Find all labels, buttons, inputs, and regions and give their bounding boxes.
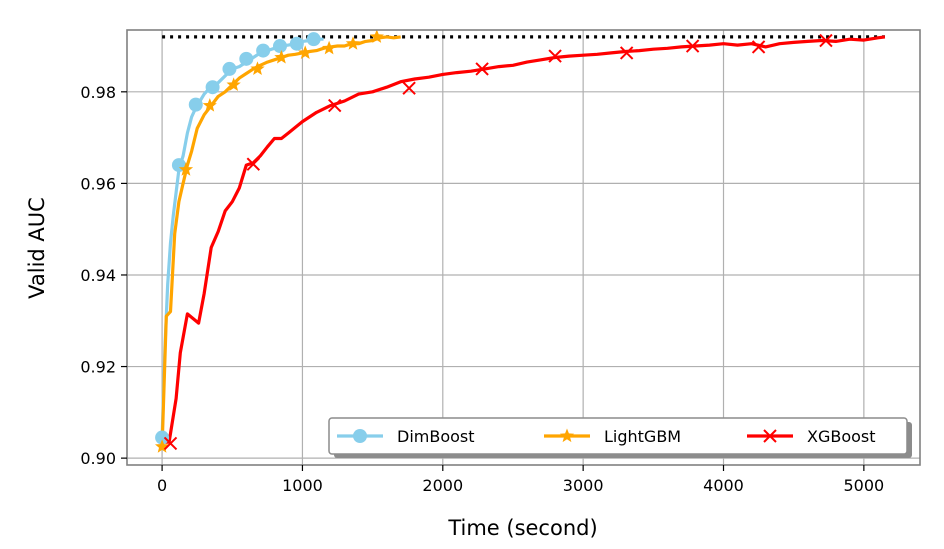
plot-frame <box>126 29 921 466</box>
plot-background <box>127 30 920 465</box>
x-axis-label: Time (second) <box>447 516 597 540</box>
data-point-xgboost <box>475 62 489 76</box>
y-axis-label: Valid AUC <box>25 197 49 299</box>
data-point-lightgbm <box>274 50 289 64</box>
data-point-lightgbm <box>226 77 241 91</box>
y-tick-label: 0.98 <box>80 83 116 102</box>
data-point-xgboost <box>619 46 634 60</box>
series-line-xgboost <box>162 35 886 444</box>
data-point-dimboost <box>188 97 203 112</box>
x-tick-label: 1000 <box>282 476 323 495</box>
x-tick-label: 5000 <box>843 476 884 495</box>
data-point-dimboost <box>205 80 220 95</box>
y-axis-ticks: 0.90 0.92 0.94 0.96 0.98 <box>80 83 127 468</box>
data-point-lightgbm <box>202 98 217 112</box>
legend-label-lightgbm: LightGBM <box>604 427 681 446</box>
x-axis-ticks: 0 1000 2000 3000 4000 5000 <box>157 465 884 495</box>
data-point-lightgbm <box>250 61 265 75</box>
data-point-dimboost <box>272 39 287 54</box>
x-tick-label: 4000 <box>703 476 744 495</box>
data-point-dimboost <box>256 43 271 58</box>
data-point-xgboost <box>685 39 700 53</box>
series-lines <box>160 35 886 447</box>
data-point-lightgbm <box>345 36 361 50</box>
x-tick-label: 0 <box>157 476 167 495</box>
data-point-xgboost <box>163 436 178 451</box>
legend-box <box>328 417 908 455</box>
legend-marker-xgboost <box>763 429 777 443</box>
x-tick-label: 3000 <box>563 476 604 495</box>
data-point-dimboost <box>289 36 304 51</box>
data-point-xgboost <box>751 40 766 54</box>
data-point-dimboost <box>239 51 254 66</box>
data-point-lightgbm <box>369 29 384 43</box>
data-point-dimboost <box>155 430 170 445</box>
legend-marker-dimboost <box>353 429 367 443</box>
y-tick-label: 0.92 <box>80 358 116 377</box>
grid-lines <box>127 30 920 465</box>
x-tick-label: 2000 <box>422 476 463 495</box>
legend-label-dimboost: DimBoost <box>397 427 475 446</box>
data-point-xgboost <box>246 157 261 171</box>
series-line-lightgbm <box>160 35 401 447</box>
data-point-lightgbm <box>322 40 337 55</box>
data-point-dimboost <box>306 32 321 47</box>
data-point-xgboost <box>548 49 562 63</box>
data-point-xgboost <box>819 33 833 48</box>
data-point-dimboost <box>222 61 237 76</box>
y-tick-label: 0.94 <box>80 266 116 285</box>
legend-marker-lightgbm <box>559 428 575 443</box>
data-point-lightgbm <box>178 162 194 176</box>
series-markers <box>155 29 833 453</box>
legend: DimBoost LightGBM XGBoost <box>328 417 912 458</box>
data-point-xgboost <box>402 81 416 95</box>
y-tick-label: 0.90 <box>80 449 116 468</box>
data-point-lightgbm <box>155 439 170 453</box>
data-point-xgboost <box>328 98 342 113</box>
legend-label-xgboost: XGBoost <box>807 427 876 446</box>
data-point-lightgbm <box>298 45 313 59</box>
y-tick-label: 0.96 <box>80 174 116 193</box>
legend-items: DimBoost LightGBM XGBoost <box>337 427 876 446</box>
series-line-dimboost <box>160 37 324 438</box>
